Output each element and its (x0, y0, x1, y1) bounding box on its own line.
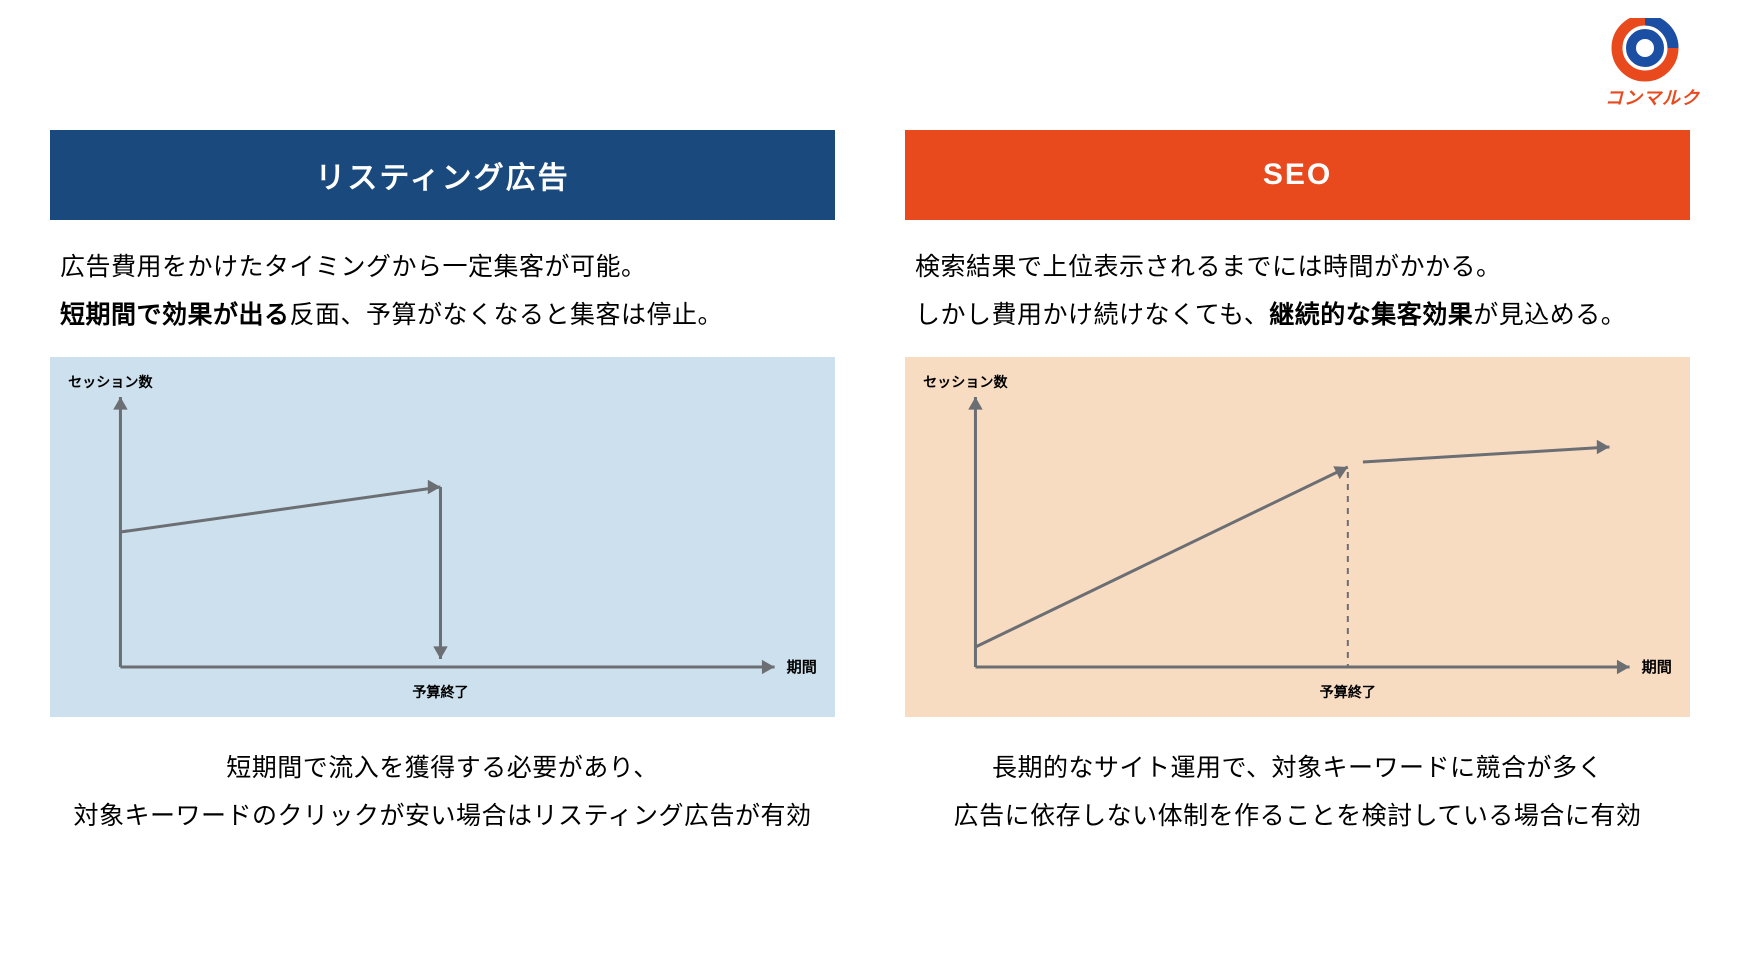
seo-footer-line1: 長期的なサイト運用で、対象キーワードに競合が多く (992, 754, 1603, 782)
listing-footer-line2: 対象キーワードのクリックが安い場合はリスティング広告が有効 (73, 802, 811, 830)
svg-text:予算終了: 予算終了 (1320, 684, 1376, 700)
logo-text: コンマルク (1605, 84, 1700, 110)
listing-header: リスティング広告 (50, 130, 835, 220)
seo-column: SEO 検索結果で上位表示されるまでには時間がかかる。 しかし費用かけ続けなくて… (905, 130, 1690, 840)
listing-chart: セッション数期間予算終了 (50, 357, 835, 717)
svg-text:期間: 期間 (1642, 658, 1672, 676)
seo-header: SEO (905, 130, 1690, 220)
seo-chart: セッション数期間予算終了 (905, 357, 1690, 717)
seo-desc-bold: 継続的な集客効果 (1269, 301, 1473, 329)
seo-footer: 長期的なサイト運用で、対象キーワードに競合が多く 広告に依存しない体制を作ること… (905, 717, 1690, 840)
listing-desc-line2: 反面、予算がなくなると集客は停止。 (290, 301, 724, 329)
svg-text:セッション数: セッション数 (923, 374, 1008, 390)
comparison-columns: リスティング広告 広告費用をかけたタイミングから一定集客が可能。 短期間で効果が… (50, 130, 1690, 840)
listing-description: 広告費用をかけたタイミングから一定集客が可能。 短期間で効果が出る反面、予算がな… (50, 220, 835, 357)
seo-desc-line2a: しかし費用かけ続けなくても、 (915, 301, 1269, 329)
svg-text:期間: 期間 (787, 658, 817, 676)
svg-text:予算終了: 予算終了 (412, 684, 468, 700)
seo-desc-line1: 検索結果で上位表示されるまでには時間がかかる。 (915, 253, 1502, 281)
listing-footer: 短期間で流入を獲得する必要があり、 対象キーワードのクリックが安い場合はリスティ… (50, 717, 835, 840)
svg-text:セッション数: セッション数 (68, 374, 153, 390)
listing-desc-bold: 短期間で効果が出る (60, 301, 290, 329)
logo-icon (1605, 18, 1685, 82)
listing-desc-line1: 広告費用をかけたタイミングから一定集客が可能。 (60, 253, 647, 281)
listing-footer-line1: 短期間で流入を獲得する必要があり、 (226, 754, 659, 782)
brand-logo: コンマルク (1605, 18, 1700, 110)
listing-ads-column: リスティング広告 広告費用をかけたタイミングから一定集客が可能。 短期間で効果が… (50, 130, 835, 840)
seo-description: 検索結果で上位表示されるまでには時間がかかる。 しかし費用かけ続けなくても、継続… (905, 220, 1690, 357)
seo-footer-line2: 広告に依存しない体制を作ることを検討している場合に有効 (954, 802, 1642, 830)
seo-desc-line2b: が見込める。 (1473, 301, 1626, 329)
